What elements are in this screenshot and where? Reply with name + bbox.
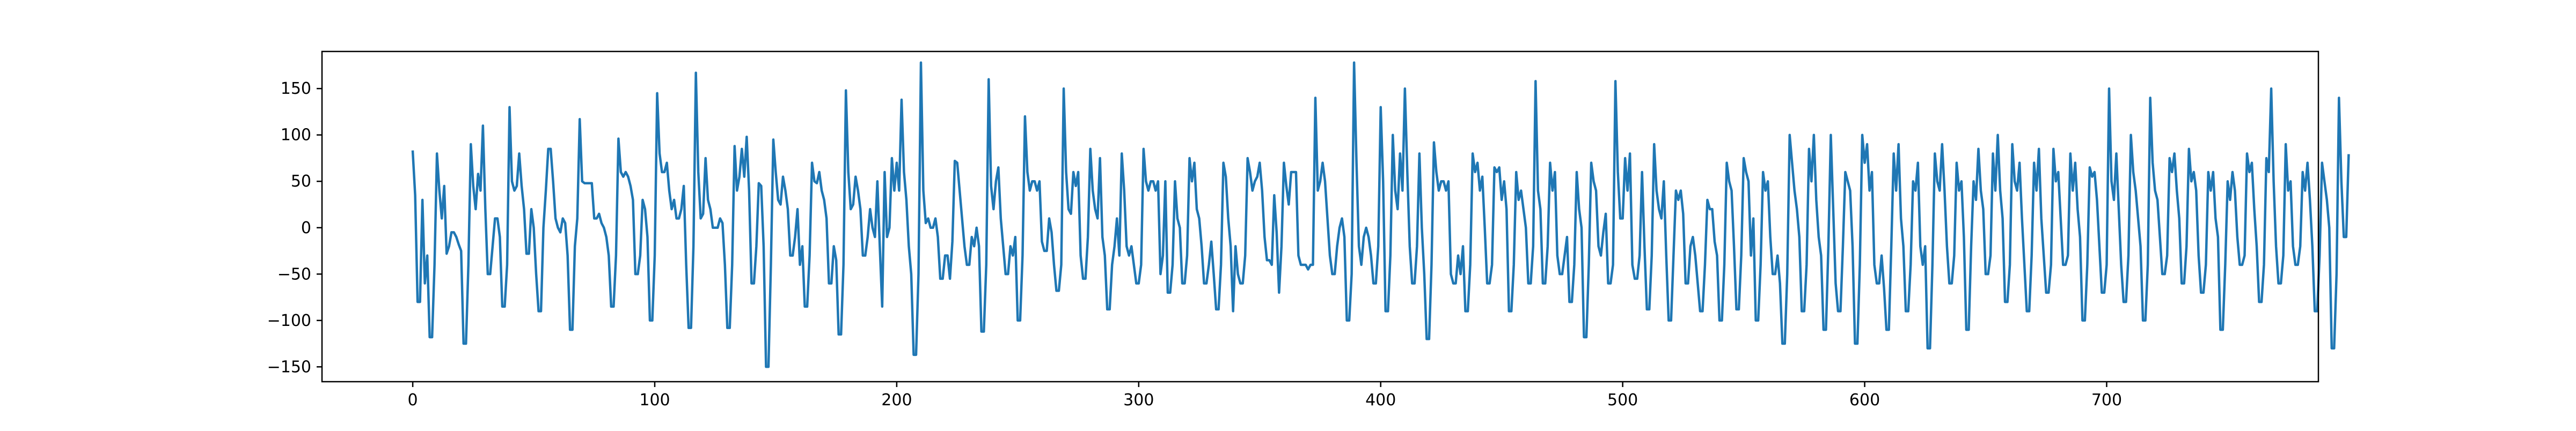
series-line-0	[411, 61, 2350, 368]
x-tick-label: 100	[639, 391, 670, 410]
x-tick-label: 400	[1365, 391, 1396, 410]
x-tick-label: 200	[881, 391, 912, 410]
y-tick-label: 0	[301, 219, 311, 237]
x-tick-label: 700	[2091, 391, 2122, 410]
y-tick-label: −150	[267, 358, 311, 376]
x-tick-label: 0	[408, 391, 418, 410]
x-axis: 0 100 200 300 400 500 600 700	[408, 382, 2122, 410]
y-tick-label: 50	[291, 172, 311, 191]
y-tick-label: 100	[281, 126, 311, 145]
plot-area	[411, 61, 2350, 368]
x-tick-label: 300	[1123, 391, 1154, 410]
y-tick-label: 150	[281, 79, 311, 98]
y-axis: −150 −100 −50 0 50 100 150	[267, 79, 322, 376]
x-tick-label: 600	[1849, 391, 1880, 410]
y-tick-label: −100	[267, 311, 311, 330]
axes-frame	[321, 50, 2319, 383]
y-tick-label: −50	[277, 265, 311, 284]
x-tick-label: 500	[1607, 391, 1638, 410]
